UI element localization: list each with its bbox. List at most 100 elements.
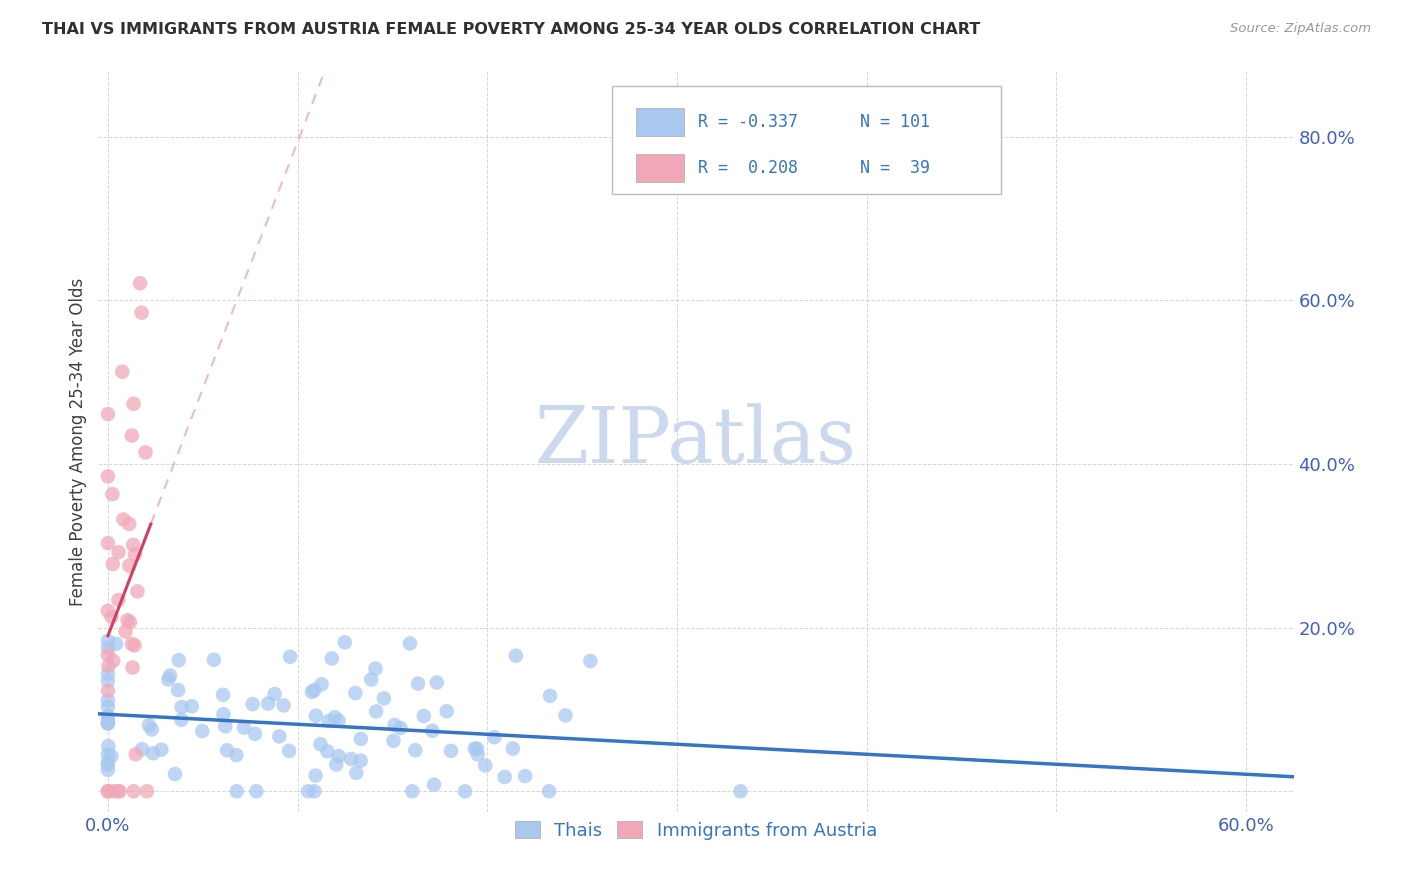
Point — [297, 784, 319, 798]
Point — [257, 697, 280, 711]
Point — [112, 512, 135, 526]
Point — [103, 654, 125, 668]
Point — [97, 659, 120, 673]
Text: THAI VS IMMIGRANTS FROM AUSTRIA FEMALE POVERTY AMONG 25-34 YEAR OLDS CORRELATION: THAI VS IMMIGRANTS FROM AUSTRIA FEMALE P… — [42, 22, 980, 37]
Point — [180, 699, 202, 714]
Point — [122, 784, 145, 798]
Point — [127, 584, 149, 599]
Point — [373, 691, 395, 706]
Point — [302, 683, 325, 698]
Point — [157, 673, 180, 687]
Point — [554, 708, 576, 723]
Point — [131, 742, 153, 756]
FancyBboxPatch shape — [637, 153, 685, 182]
Point — [97, 469, 120, 483]
Point — [108, 784, 131, 798]
Point — [309, 737, 332, 751]
Point — [97, 604, 120, 618]
Point — [423, 778, 446, 792]
Point — [107, 593, 129, 607]
Point — [579, 654, 602, 668]
Point — [399, 636, 422, 650]
Point — [111, 365, 134, 379]
Text: N = 101: N = 101 — [859, 113, 929, 131]
Point — [502, 741, 524, 756]
Point — [101, 487, 124, 501]
Point — [426, 675, 449, 690]
Point — [730, 784, 752, 798]
Point — [538, 784, 561, 798]
Point — [97, 784, 120, 798]
Point — [304, 768, 326, 782]
Point — [406, 676, 429, 690]
Point — [165, 767, 187, 781]
Point — [97, 716, 120, 731]
Point — [305, 708, 328, 723]
Point — [131, 305, 153, 319]
Point — [167, 683, 190, 698]
Legend: Thais, Immigrants from Austria: Thais, Immigrants from Austria — [508, 814, 884, 847]
Point — [278, 649, 301, 664]
Point — [121, 660, 143, 674]
Point — [278, 744, 301, 758]
Point — [122, 538, 145, 552]
Point — [328, 749, 350, 764]
Point — [401, 784, 423, 798]
Point — [97, 756, 120, 770]
Point — [340, 752, 363, 766]
Point — [100, 609, 122, 624]
Point — [150, 742, 173, 756]
Point — [167, 653, 190, 667]
Point — [366, 705, 388, 719]
Point — [344, 686, 367, 700]
Point — [350, 731, 373, 746]
Point — [436, 704, 458, 718]
Point — [464, 741, 486, 756]
Point — [170, 700, 193, 714]
Point — [100, 749, 122, 764]
Point — [301, 685, 323, 699]
Point — [142, 746, 165, 760]
Point — [97, 757, 120, 772]
Point — [107, 545, 129, 559]
Point — [124, 548, 146, 562]
Point — [333, 635, 356, 649]
Point — [233, 721, 256, 735]
Point — [97, 693, 120, 707]
Point — [318, 714, 340, 728]
Point — [141, 723, 163, 737]
Point — [97, 640, 120, 655]
Point — [311, 677, 333, 691]
Point — [97, 716, 120, 731]
Point — [107, 784, 129, 798]
Point — [538, 689, 561, 703]
Point — [465, 741, 488, 756]
Y-axis label: Female Poverty Among 25-34 Year Olds: Female Poverty Among 25-34 Year Olds — [69, 277, 87, 606]
Point — [225, 748, 247, 763]
Point — [121, 428, 143, 442]
Point — [304, 784, 326, 798]
Point — [97, 407, 120, 421]
Point — [214, 719, 236, 733]
Point — [515, 769, 537, 783]
Point — [382, 733, 405, 747]
Point — [138, 718, 160, 732]
Point — [505, 648, 527, 663]
Point — [97, 633, 120, 648]
Point — [117, 613, 139, 627]
Point — [325, 757, 347, 772]
Point — [97, 699, 120, 714]
Text: ZIPatlas: ZIPatlas — [534, 404, 858, 479]
Point — [263, 687, 285, 701]
Point — [412, 709, 434, 723]
Point — [273, 698, 295, 713]
Point — [118, 558, 141, 573]
Point — [105, 637, 128, 651]
Point — [118, 516, 141, 531]
Point — [360, 673, 382, 687]
Point — [159, 668, 181, 682]
Point — [136, 784, 159, 798]
Point — [389, 721, 412, 735]
Point — [97, 739, 120, 753]
Point — [212, 688, 235, 702]
